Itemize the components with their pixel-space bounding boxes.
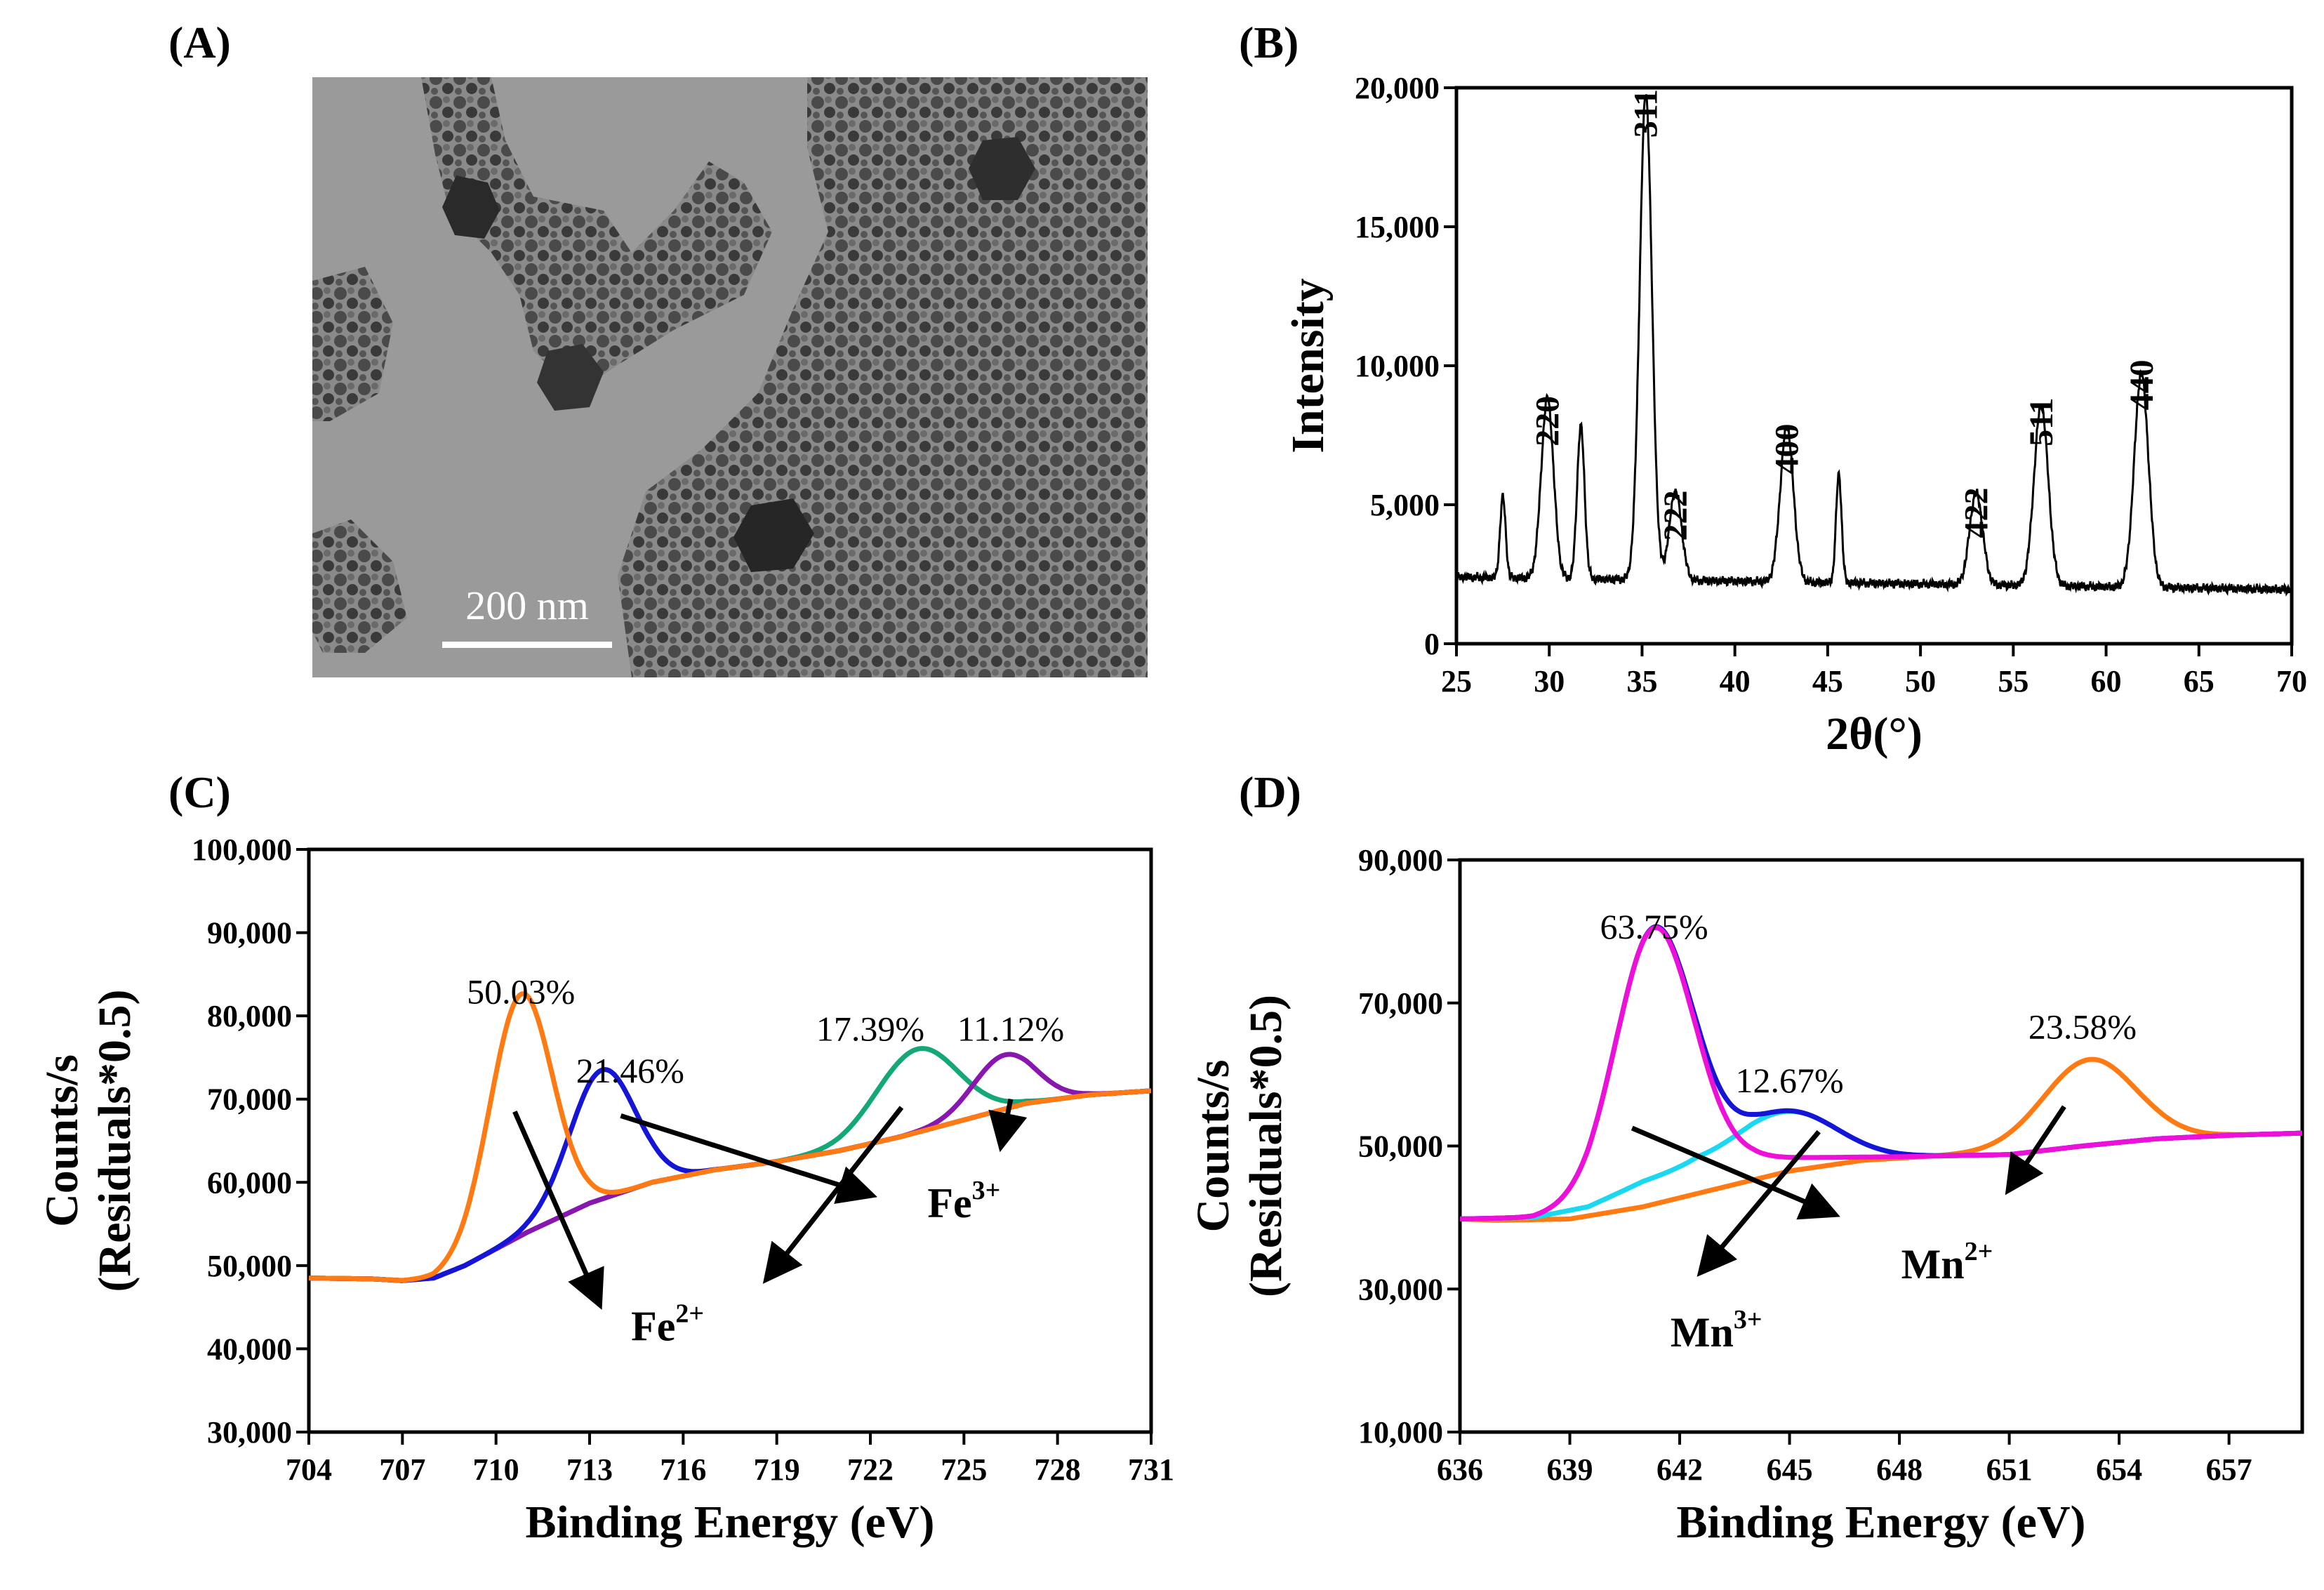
annotation-arrow — [2005, 1105, 2066, 1195]
percent-label: 12.67% — [1735, 1061, 1843, 1100]
x-tick-label: 639 — [1547, 1452, 1593, 1487]
percent-label: 17.39% — [816, 1009, 924, 1049]
x-tick-label: 657 — [2206, 1452, 2252, 1487]
y-axis-title: Intensity — [1282, 278, 1334, 453]
x-tick-label: 704 — [286, 1452, 332, 1487]
peak-label: 220 — [1529, 396, 1567, 446]
annotation-arrow — [512, 1111, 604, 1310]
x-tick-label: 65 — [2184, 664, 2215, 698]
annotation-arrow — [762, 1106, 904, 1284]
x-tick-label: 654 — [2096, 1452, 2142, 1487]
mn-xps-chart: 636 639 642 645 648 651 654 657 10,000 30,000 50,0… — [1188, 843, 2304, 1548]
y-tick-label: 5,000 — [1370, 488, 1440, 522]
plot-frame — [1458, 858, 2304, 1434]
x-tick-label: 648 — [1876, 1452, 1923, 1487]
y-tick-label: 10,000 — [1355, 349, 1440, 383]
y-tick-label: 70,000 — [1358, 986, 1443, 1021]
x-tick-label: 642 — [1656, 1452, 1703, 1487]
scale-bar — [442, 642, 612, 648]
y-tick-label: 100,000 — [192, 833, 292, 867]
ion-label: Mn2+ — [1901, 1237, 1993, 1287]
percent-label: 63.75% — [1600, 907, 1708, 946]
fit-curve-cyan — [1459, 1108, 2303, 1221]
panel-d-label: (D) — [1239, 767, 1301, 817]
y-tick-label: 70,000 — [207, 1082, 292, 1117]
percent-label: 23.58% — [2028, 1007, 2137, 1047]
fe-xps-chart: 704 707 710 713 716 719 722 725 728 731 30,000 40,0… — [36, 833, 1174, 1548]
y-tick-label: 90,000 — [1358, 843, 1443, 877]
x-tick-label: 40 — [1720, 664, 1751, 698]
xrd-pattern-line — [1455, 94, 2293, 597]
y-tick-label: 80,000 — [207, 999, 292, 1033]
y-tick-label: 20,000 — [1355, 71, 1440, 105]
plot-frame — [1454, 86, 2294, 646]
y-tick-label: 40,000 — [207, 1332, 292, 1366]
x-tick-label: 713 — [566, 1452, 613, 1487]
annotation-arrow — [1696, 1129, 1821, 1277]
y-tick-label: 50,000 — [207, 1249, 292, 1283]
xrd-chart: 25 30 35 40 45 50 55 60 65 70 0 5,000 10,000 15,000 20… — [1282, 71, 2307, 760]
x-tick-label: 728 — [1035, 1452, 1081, 1487]
x-tick-label: 651 — [1986, 1452, 2033, 1487]
scale-bar-label: 200 nm — [465, 583, 589, 628]
x-tick-label: 719 — [754, 1452, 800, 1487]
x-axis-title: Binding Energy (eV) — [525, 1497, 934, 1548]
x-tick-label: 716 — [660, 1452, 706, 1487]
ion-label: Mn3+ — [1671, 1305, 1762, 1356]
peak-label: 511 — [2023, 397, 2060, 446]
y-tick-label: 15,000 — [1355, 210, 1440, 244]
y-tick-label: 90,000 — [207, 916, 292, 950]
panel-c-label: (C) — [168, 767, 231, 817]
y-tick-label: 0 — [1424, 627, 1440, 661]
y-axis-title: (Residuals*0.5) — [1240, 995, 1292, 1297]
x-tick-label: 60 — [2091, 664, 2122, 698]
x-tick-label: 45 — [1812, 664, 1843, 698]
ion-label: Fe2+ — [631, 1299, 704, 1350]
peak-label: 400 — [1769, 423, 1806, 474]
y-tick-label: 50,000 — [1358, 1129, 1443, 1164]
fit-curve-blue — [1459, 924, 2303, 1221]
x-tick-label: 645 — [1767, 1452, 1813, 1487]
x-tick-label: 70 — [2276, 664, 2307, 698]
peak-label: 422 — [1958, 488, 1995, 538]
peak-label: 440 — [2123, 359, 2160, 410]
annotation-arrow — [620, 1113, 878, 1205]
y-tick-label: 30,000 — [207, 1415, 292, 1450]
y-tick-label: 10,000 — [1358, 1415, 1443, 1450]
x-tick-label: 55 — [1998, 664, 2028, 698]
fit-curve-green — [307, 1046, 1153, 1283]
percent-label: 50.03% — [467, 972, 575, 1011]
plot-frame — [307, 847, 1153, 1434]
percent-label: 11.12% — [957, 1009, 1064, 1049]
x-tick-label: 722 — [847, 1452, 894, 1487]
percent-label: 21.46% — [576, 1051, 684, 1090]
x-tick-label: 707 — [379, 1452, 425, 1487]
x-tick-label: 731 — [1128, 1452, 1174, 1487]
x-axis-title: 2θ(°) — [1826, 708, 1923, 760]
annotation-arrow — [988, 1099, 1028, 1153]
ion-label: Fe3+ — [927, 1176, 1000, 1226]
y-axis-title: Counts/s — [36, 1054, 88, 1227]
x-tick-label: 35 — [1626, 664, 1657, 698]
peak-label: 222 — [1657, 490, 1694, 541]
panel-b-label: (B) — [1239, 18, 1299, 67]
x-tick-label: 30 — [1534, 664, 1565, 698]
x-axis-title: Binding Energy (eV) — [1676, 1497, 2085, 1548]
y-tick-label: 30,000 — [1358, 1272, 1443, 1306]
x-tick-label: 710 — [473, 1452, 519, 1487]
peak-label: 311 — [1628, 89, 1665, 138]
annotation-arrow — [1631, 1125, 1840, 1220]
panel-a-label: (A) — [168, 18, 231, 67]
fit-curve-magenta — [1459, 925, 2303, 1221]
x-tick-label: 25 — [1441, 664, 1472, 698]
y-axis-title: Counts/s — [1188, 1060, 1239, 1233]
x-tick-label: 725 — [941, 1452, 987, 1487]
x-tick-label: 636 — [1437, 1452, 1483, 1487]
x-tick-label: 50 — [1905, 664, 1936, 698]
y-tick-label: 60,000 — [207, 1165, 292, 1200]
tem-image: 200 nm — [312, 77, 1148, 677]
y-axis-title: (Residuals*0.5) — [89, 990, 140, 1292]
